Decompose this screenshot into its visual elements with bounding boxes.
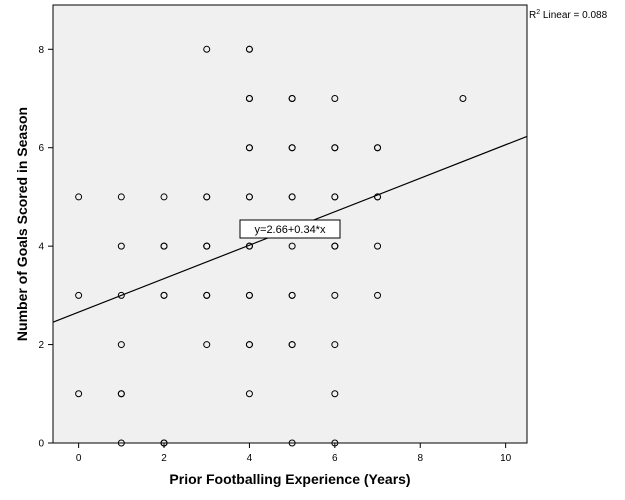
data-point bbox=[160, 291, 168, 299]
data-point bbox=[203, 193, 211, 201]
y-tick-label: 2 bbox=[38, 340, 44, 351]
data-point bbox=[117, 242, 125, 250]
data-point bbox=[117, 439, 125, 447]
data-point bbox=[245, 291, 253, 299]
data-point bbox=[160, 193, 168, 201]
equation-label: y=2.66+0.34*x bbox=[239, 219, 341, 239]
data-point bbox=[374, 193, 382, 201]
data-point bbox=[203, 242, 211, 250]
data-point bbox=[117, 193, 125, 201]
r2-prefix: R bbox=[529, 10, 536, 21]
x-tick-label: 0 bbox=[76, 453, 82, 464]
data-point bbox=[288, 144, 296, 152]
data-point bbox=[331, 242, 339, 250]
data-point bbox=[331, 291, 339, 299]
x-tick-label: 4 bbox=[247, 453, 253, 464]
data-point bbox=[331, 95, 339, 103]
equation-label-text: y=2.66+0.34*x bbox=[255, 224, 326, 236]
data-point bbox=[160, 242, 168, 250]
data-point bbox=[117, 341, 125, 349]
data-point bbox=[374, 144, 382, 152]
data-point bbox=[331, 341, 339, 349]
r2-superscript: 2 bbox=[536, 9, 540, 16]
r2-label: R2 Linear = 0.088 bbox=[529, 9, 608, 21]
data-point bbox=[75, 291, 83, 299]
data-point bbox=[331, 193, 339, 201]
data-point bbox=[245, 95, 253, 103]
data-point bbox=[203, 45, 211, 53]
data-point bbox=[245, 193, 253, 201]
y-tick-label: 6 bbox=[38, 143, 44, 154]
data-point bbox=[288, 95, 296, 103]
data-point bbox=[245, 390, 253, 398]
y-tick-label: 8 bbox=[38, 45, 44, 56]
y-tick-label: 0 bbox=[38, 439, 44, 450]
data-point bbox=[288, 341, 296, 349]
y-tick-label: 4 bbox=[38, 242, 44, 253]
data-point bbox=[75, 193, 83, 201]
x-tick-label: 6 bbox=[332, 453, 338, 464]
data-point bbox=[245, 341, 253, 349]
data-point bbox=[117, 291, 125, 299]
axes: 0 2 4 6 8 10 0 2 4 6 8 bbox=[38, 45, 511, 464]
data-point bbox=[288, 193, 296, 201]
x-axis-title: Prior Footballing Experience (Years) bbox=[169, 471, 410, 487]
data-points bbox=[75, 45, 467, 447]
r2-suffix: Linear = 0.088 bbox=[540, 10, 607, 21]
x-tick-label: 8 bbox=[417, 453, 423, 464]
x-tick-label: 10 bbox=[500, 453, 512, 464]
data-point bbox=[288, 242, 296, 250]
data-point bbox=[374, 242, 382, 250]
data-point bbox=[288, 291, 296, 299]
data-point bbox=[288, 439, 296, 447]
y-axis-title: Number of Goals Scored in Season bbox=[14, 107, 30, 341]
data-point bbox=[245, 45, 253, 53]
equation-label-box bbox=[239, 219, 341, 239]
data-point bbox=[374, 291, 382, 299]
data-point bbox=[331, 144, 339, 152]
data-point bbox=[203, 291, 211, 299]
data-point bbox=[117, 390, 125, 398]
data-point bbox=[459, 95, 467, 103]
data-point bbox=[75, 390, 83, 398]
data-point bbox=[331, 390, 339, 398]
data-point bbox=[203, 341, 211, 349]
x-tick-label: 2 bbox=[161, 453, 167, 464]
data-point bbox=[245, 144, 253, 152]
